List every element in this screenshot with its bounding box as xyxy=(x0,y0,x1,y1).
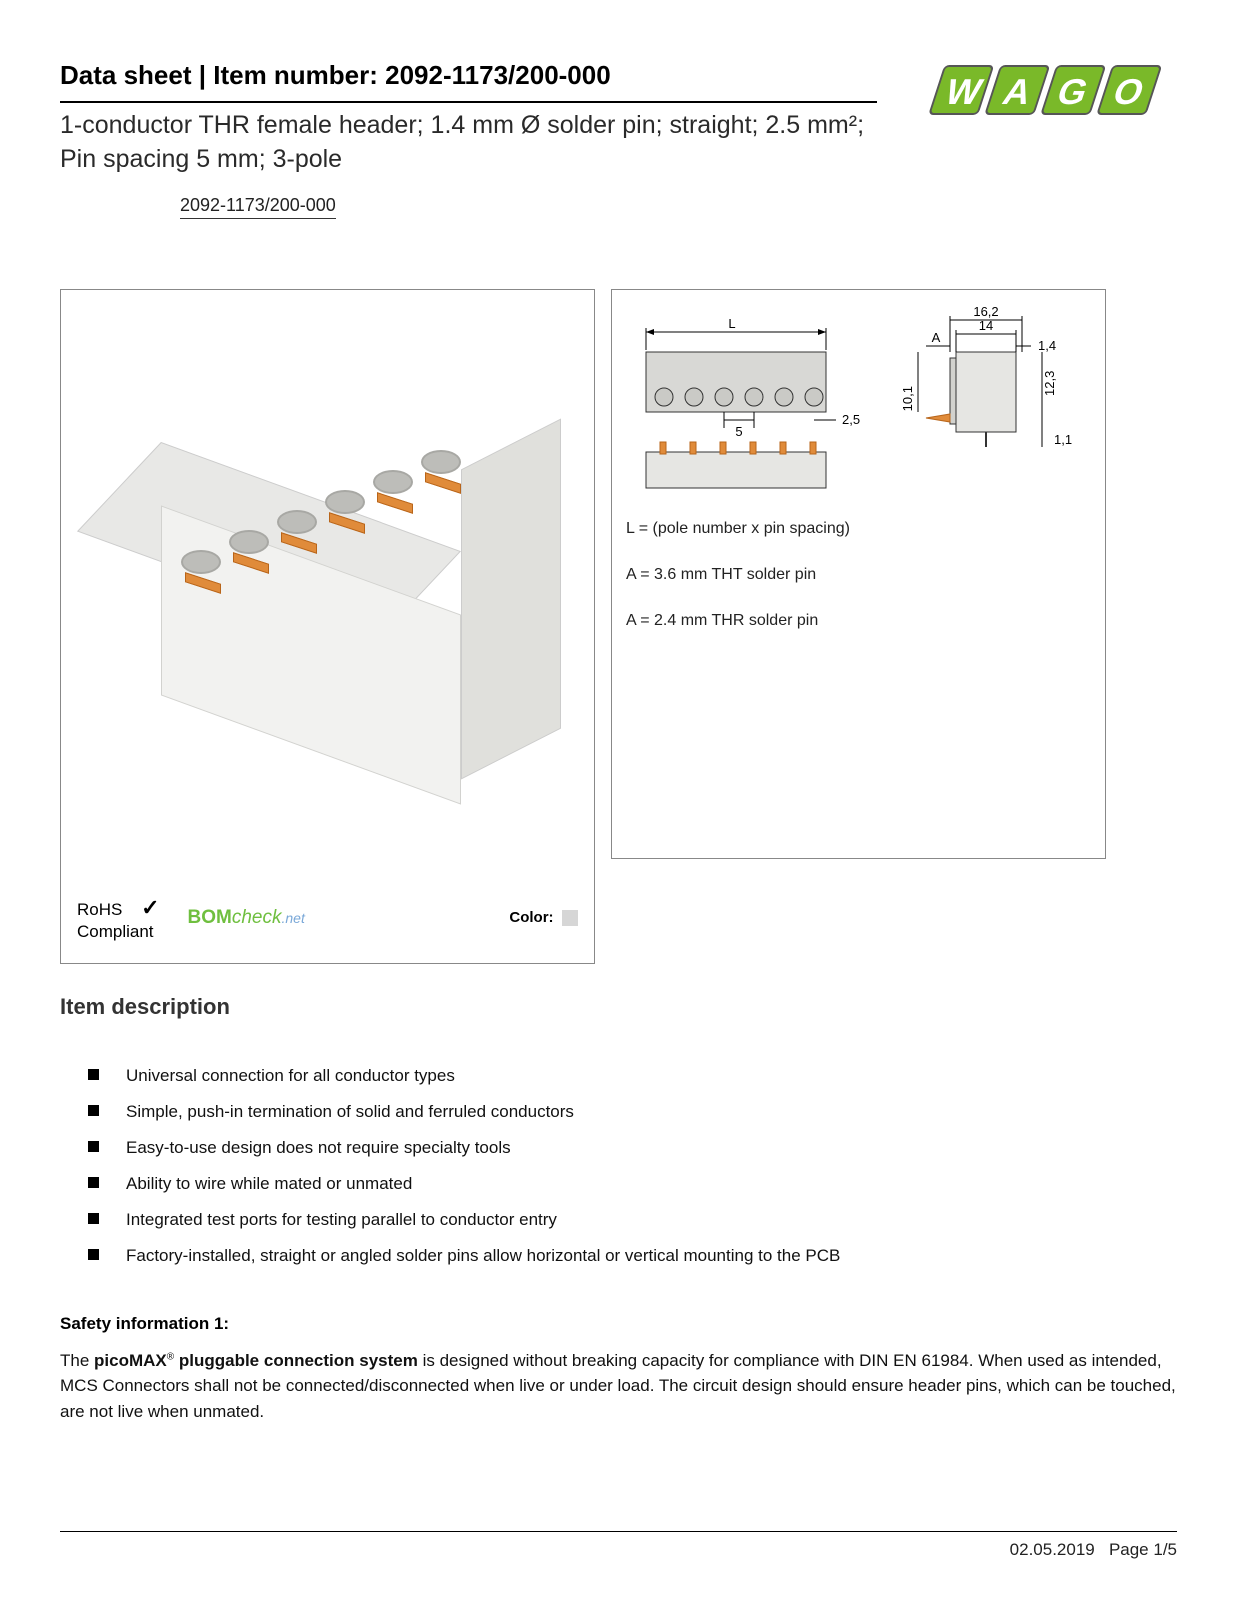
note-L: L = (pole number x pin spacing) xyxy=(626,520,1091,538)
dim-pitch: 5 xyxy=(735,424,742,439)
bullet-item: Universal connection for all conductor t… xyxy=(88,1058,1177,1094)
color-swatch xyxy=(562,910,578,926)
product-render xyxy=(71,300,584,840)
dim-L: L xyxy=(728,316,735,331)
safety-bold2: pluggable connection system xyxy=(174,1351,418,1370)
bom-b: BOM xyxy=(188,907,232,928)
header-sep: | xyxy=(192,60,214,90)
bomcheck-logo: BOMcheck.net xyxy=(188,907,305,929)
dim-half: 2,5 xyxy=(842,412,860,427)
header-datasheet: Data sheet xyxy=(60,60,192,90)
dim-1-4: 1,4 xyxy=(1038,338,1056,353)
safety-pre: The xyxy=(60,1351,94,1370)
safety-title: Safety information 1: xyxy=(60,1314,1177,1334)
dimension-drawing-panel: L 5 2,5 xyxy=(611,289,1106,859)
product-image-panel: RoHS ✓ Compliant BOMcheck.net Color: xyxy=(60,289,595,964)
rohs-text2: Compliant xyxy=(77,922,154,941)
dim-14: 14 xyxy=(979,318,993,333)
note-A-tht: A = 3.6 mm THT solder pin xyxy=(626,566,1091,584)
footer-rule xyxy=(60,1531,1177,1532)
color-indicator: Color: xyxy=(509,909,578,927)
color-label: Color: xyxy=(509,909,553,926)
bullet-item: Integrated test ports for testing parall… xyxy=(88,1202,1177,1238)
bullet-item: Easy-to-use design does not require spec… xyxy=(88,1130,1177,1166)
wago-logo: W A G O xyxy=(917,60,1177,125)
item-number-link[interactable]: 2092-1173/200-000 xyxy=(180,195,336,219)
safety-text: The picoMAX® pluggable connection system… xyxy=(60,1348,1177,1425)
front-view-diagram: L 5 2,5 xyxy=(626,302,866,492)
bullet-item: Factory-installed, straight or angled so… xyxy=(88,1238,1177,1274)
check-icon: ✓ xyxy=(141,895,159,920)
bullet-item: Simple, push-in termination of solid and… xyxy=(88,1094,1177,1130)
safety-bold: picoMAX xyxy=(94,1351,167,1370)
header-item-number: Item number: 2092-1173/200-000 xyxy=(213,60,610,90)
footer-page: Page 1/5 xyxy=(1109,1540,1177,1559)
dim-12-3: 12,3 xyxy=(1042,370,1057,395)
description-list: Universal connection for all conductor t… xyxy=(88,1058,1177,1274)
dim-A: A xyxy=(932,330,941,345)
item-description-title: Item description xyxy=(60,994,1177,1020)
note-A-thr: A = 2.4 mm THR solder pin xyxy=(626,612,1091,630)
header-text: Data sheet | Item number: 2092-1173/200-… xyxy=(60,60,917,219)
footer-date: 02.05.2019 xyxy=(1010,1540,1095,1559)
rohs-text1: RoHS xyxy=(77,900,122,919)
dim-10-1: 10,1 xyxy=(900,386,915,411)
dim-1-1: 1,1 xyxy=(1054,432,1072,447)
dim-16-2: 16,2 xyxy=(973,304,998,319)
bom-net: .net xyxy=(282,910,305,926)
bullet-item: Ability to wire while mated or unmated xyxy=(88,1166,1177,1202)
bom-c: check xyxy=(232,907,282,928)
side-view-diagram: 16,2 14 1,4 A 10,1 12,3 xyxy=(886,302,1076,492)
page-footer: 02.05.2019 Page 1/5 xyxy=(60,1523,1177,1560)
rohs-badge: RoHS ✓ Compliant xyxy=(77,894,160,943)
header-rule xyxy=(60,101,877,103)
header-description: 1-conductor THR female header; 1.4 mm Ø … xyxy=(60,109,877,177)
